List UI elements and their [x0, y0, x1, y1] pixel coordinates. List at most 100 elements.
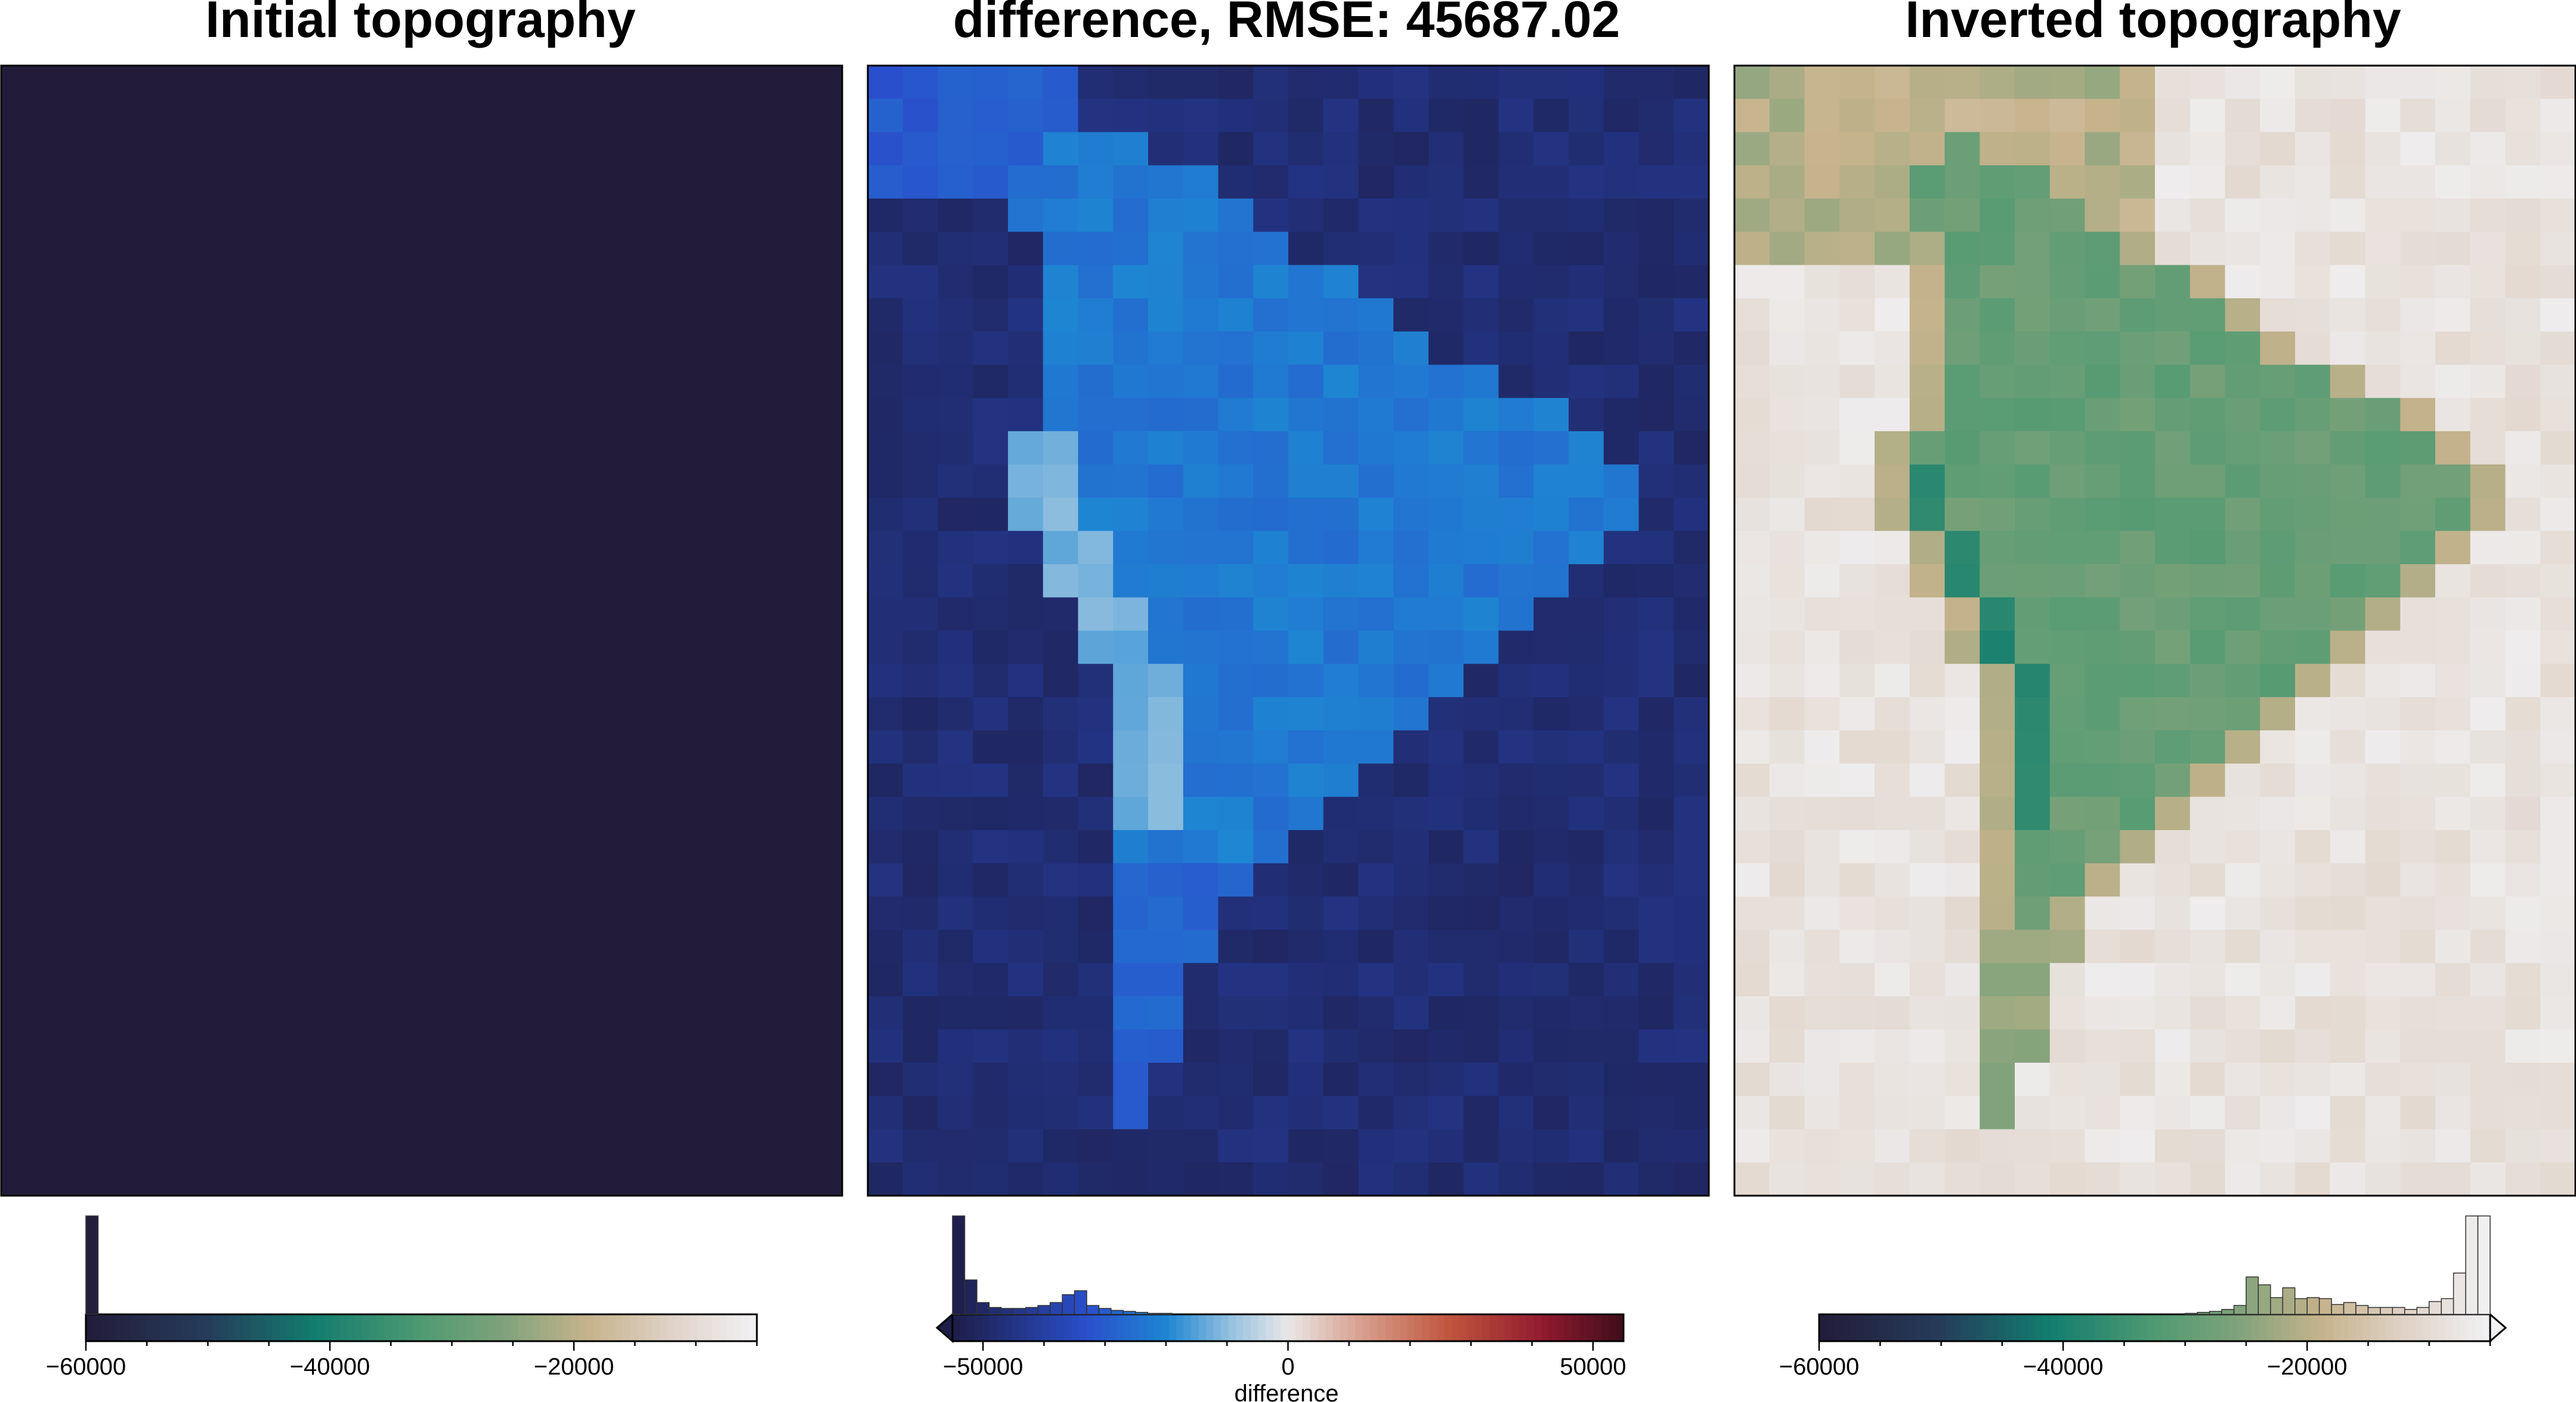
- map-cell: [902, 1063, 939, 1097]
- map-cell: [1638, 763, 1674, 797]
- colorbar-swatch: [1228, 1314, 1236, 1341]
- map-cell: [1148, 398, 1184, 432]
- map-cell: [1909, 198, 1946, 233]
- map-cell: [1008, 996, 1044, 1030]
- map-cell: [868, 1129, 904, 1163]
- map-cell: [2330, 597, 2366, 632]
- map-cell: [1288, 398, 1324, 432]
- map-cell: [1183, 464, 1219, 499]
- map-cell: [902, 962, 939, 997]
- colorbar-swatch: [1841, 1314, 1850, 1341]
- map-cell: [1769, 298, 1805, 332]
- map-cell: [2365, 231, 2401, 266]
- map-cell: [1569, 730, 1604, 765]
- map-cell: [1498, 1095, 1534, 1130]
- map-cell: [1218, 1063, 1254, 1097]
- map-cell: [1183, 697, 1219, 731]
- map-cell: [1323, 66, 1359, 100]
- map-cell: [1043, 1129, 1079, 1163]
- map-cell: [1980, 863, 2015, 897]
- map-cell: [1183, 331, 1219, 366]
- map-cell: [902, 98, 939, 133]
- map-cell: [1734, 830, 1770, 864]
- map-cell: [2540, 231, 2576, 266]
- map-cell: [973, 231, 1009, 266]
- map-cell: [2015, 431, 2051, 465]
- colorbar-swatch: [1879, 1314, 1887, 1341]
- map-cell: [1043, 630, 1079, 664]
- map-cell: [2295, 830, 2331, 864]
- map-cell: [1804, 165, 1840, 199]
- map-cell: [1428, 597, 1464, 632]
- map-cell: [1734, 398, 1770, 432]
- map-cell: [1078, 231, 1114, 266]
- map-cell: [2295, 1063, 2331, 1097]
- map-cell: [1323, 132, 1359, 166]
- map-cell: [2330, 664, 2366, 698]
- colorbar-swatch: [511, 1314, 519, 1341]
- map-cell: [868, 265, 904, 299]
- map-cell: [2049, 863, 2086, 897]
- map-cell: [1533, 730, 1569, 765]
- map-cell: [2435, 797, 2471, 831]
- map-cell: [973, 664, 1009, 698]
- map-cell: [1078, 331, 1114, 366]
- map-cell: [1428, 497, 1464, 531]
- map-cell: [2295, 331, 2331, 366]
- map-cell: [2225, 1162, 2260, 1196]
- map-cell: [1498, 830, 1534, 864]
- map-cell: [2049, 763, 2086, 797]
- map-cell: [2365, 896, 2401, 930]
- map-cell: [1393, 1029, 1429, 1063]
- map-cell: [1113, 464, 1149, 499]
- map-cell: [2190, 231, 2226, 266]
- map-cell: [2435, 198, 2471, 233]
- map-cell: [2365, 298, 2401, 332]
- map-cell: [1533, 265, 1569, 299]
- colorbar-difference: −50000 0 50000: [935, 1215, 1626, 1380]
- map-cell: [1113, 1063, 1149, 1097]
- map-cell: [1769, 597, 1805, 632]
- map-cell: [2155, 364, 2191, 398]
- map-cell: [2330, 464, 2366, 499]
- map-cell: [2225, 364, 2260, 398]
- map-cell: [2365, 1063, 2401, 1097]
- map-cell: [1148, 730, 1184, 765]
- map-cell: [1288, 165, 1324, 199]
- map-cell: [1734, 630, 1770, 664]
- map-cell: [2085, 198, 2120, 233]
- map-cell: [1638, 132, 1674, 166]
- map-cell: [1428, 1129, 1464, 1163]
- histogram-bar: [2453, 1272, 2466, 1315]
- map-cell: [2470, 298, 2506, 332]
- map-cell: [2400, 1129, 2436, 1163]
- colorbar-swatch: [1243, 1314, 1251, 1341]
- map-frame: [1733, 64, 2576, 1197]
- map-cell: [1944, 231, 1980, 266]
- map-cell: [1078, 697, 1114, 731]
- map-cell: [902, 198, 939, 233]
- map-cell: [1674, 497, 1709, 531]
- map-frame: [867, 64, 1710, 1197]
- colorbar-swatch: [1564, 1314, 1572, 1341]
- map-cell: [1734, 697, 1770, 731]
- colorbar-swatch: [197, 1314, 206, 1341]
- map-cell: [2085, 132, 2120, 166]
- colorbar-swatch: [391, 1314, 400, 1341]
- map-cell: [1569, 763, 1604, 797]
- map-cell: [2085, 1029, 2120, 1063]
- map-cell: [2015, 996, 2051, 1030]
- map-cell: [868, 797, 904, 831]
- map-cell: [1148, 497, 1184, 531]
- colorbar-swatch: [1034, 1314, 1043, 1341]
- map-cell: [938, 763, 973, 797]
- map-cell: [1674, 198, 1709, 233]
- map-cell: [1875, 298, 1910, 332]
- map-cell: [1253, 431, 1289, 465]
- map-cell: [2330, 231, 2366, 266]
- map-cell: [1428, 198, 1464, 233]
- map-cell: [2435, 763, 2471, 797]
- map-cell: [2330, 630, 2366, 664]
- map-cell: [1769, 98, 1805, 133]
- map-cell: [2330, 298, 2366, 332]
